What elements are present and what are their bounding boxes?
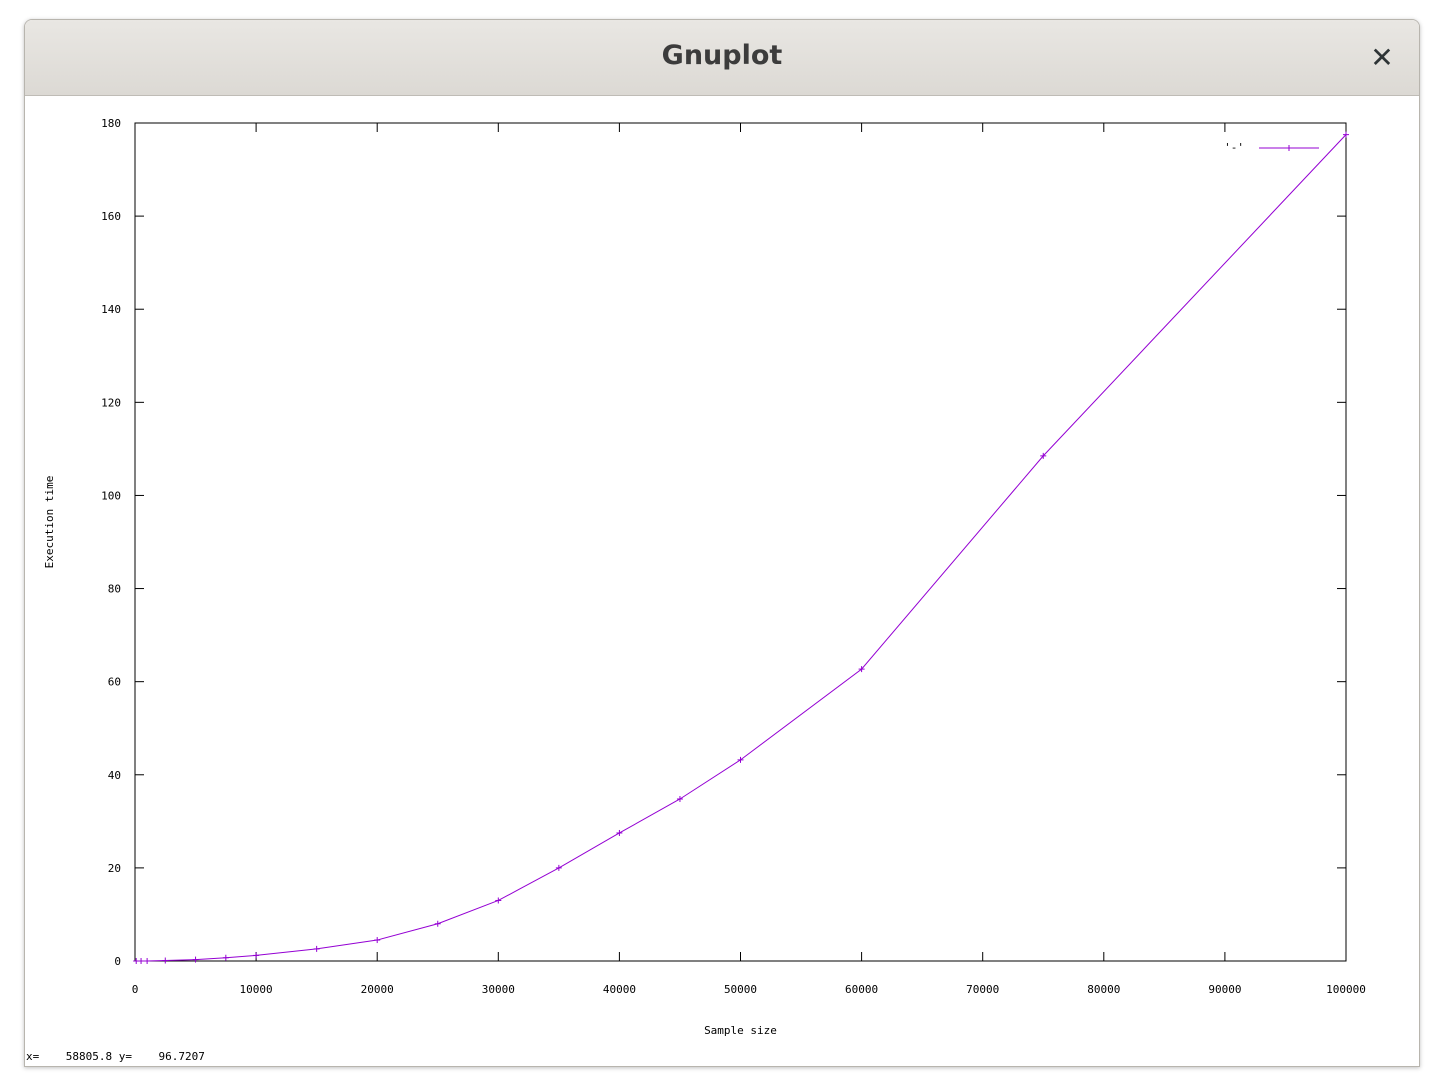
x-tick-label: 100000 <box>1326 983 1366 996</box>
y-readout-label: y= <box>118 1050 132 1063</box>
y-readout-value: 96.7207 <box>158 1050 205 1063</box>
data-point <box>555 864 562 871</box>
data-point <box>192 956 199 963</box>
y-tick-label: 120 <box>101 396 121 409</box>
y-tick-label: 60 <box>108 676 121 689</box>
x-tick-label: 90000 <box>1208 983 1241 996</box>
y-tick-label: 80 <box>108 583 121 596</box>
x-axis-label: Sample size <box>704 1024 777 1037</box>
data-point <box>495 897 502 904</box>
plot-border <box>134 122 1347 962</box>
data-point <box>737 756 744 763</box>
y-tick-label: 100 <box>101 489 121 502</box>
coordinate-readout: x= 58805.8 y= 96.7207 <box>26 1050 205 1063</box>
x-tick-label: 50000 <box>724 983 757 996</box>
data-point <box>222 954 229 961</box>
x-tick-label: 0 <box>132 983 139 996</box>
data-point <box>676 795 683 802</box>
chart[interactable]: 0 10000 20000 30000 40000 50000 60000 70000 8000… <box>25 96 1419 1066</box>
data-point <box>1040 452 1047 459</box>
data-point <box>374 937 381 944</box>
legend-label: '-' <box>1224 141 1244 154</box>
plot-area[interactable]: 0 10000 20000 30000 40000 50000 60000 70000 8000… <box>25 96 1419 1066</box>
y-tick-label: 160 <box>101 210 121 223</box>
data-point <box>313 945 320 952</box>
x-readout-value: 58805.8 <box>65 1050 113 1063</box>
data-point <box>434 920 441 927</box>
window-title: Gnuplot <box>661 40 783 71</box>
x-tick-label: 80000 <box>1087 983 1120 996</box>
x-tick-label: 40000 <box>603 983 636 996</box>
y-axis-label: Execution time <box>43 476 56 569</box>
x-tick-label: 30000 <box>482 983 515 996</box>
x-tick-label: 20000 <box>361 983 394 996</box>
data-point <box>858 666 865 673</box>
data-point <box>138 958 145 964</box>
x-tick-label: 70000 <box>966 983 999 996</box>
title-bar[interactable]: Gnuplot ✕ <box>25 20 1419 96</box>
x-tick-label: 60000 <box>845 983 878 996</box>
x-tick-label: 10000 <box>240 983 273 996</box>
data-point <box>162 957 169 964</box>
y-tick-label: 140 <box>101 303 121 316</box>
y-tick-label: 40 <box>108 769 121 782</box>
series-line <box>136 134 1347 962</box>
data-point <box>1343 131 1349 138</box>
x-readout-label: x= <box>26 1050 40 1063</box>
data-point <box>253 952 260 959</box>
data-point <box>616 829 623 836</box>
close-icon[interactable]: ✕ <box>1370 40 1394 74</box>
gnuplot-window: Gnuplot ✕ 0 10000 20000 30000 40000 50000 6000… <box>24 19 1420 1067</box>
data-point <box>144 958 151 964</box>
y-tick-label: 180 <box>101 117 121 130</box>
y-tick-label: 0 <box>114 955 121 968</box>
y-tick-label: 20 <box>108 862 121 875</box>
